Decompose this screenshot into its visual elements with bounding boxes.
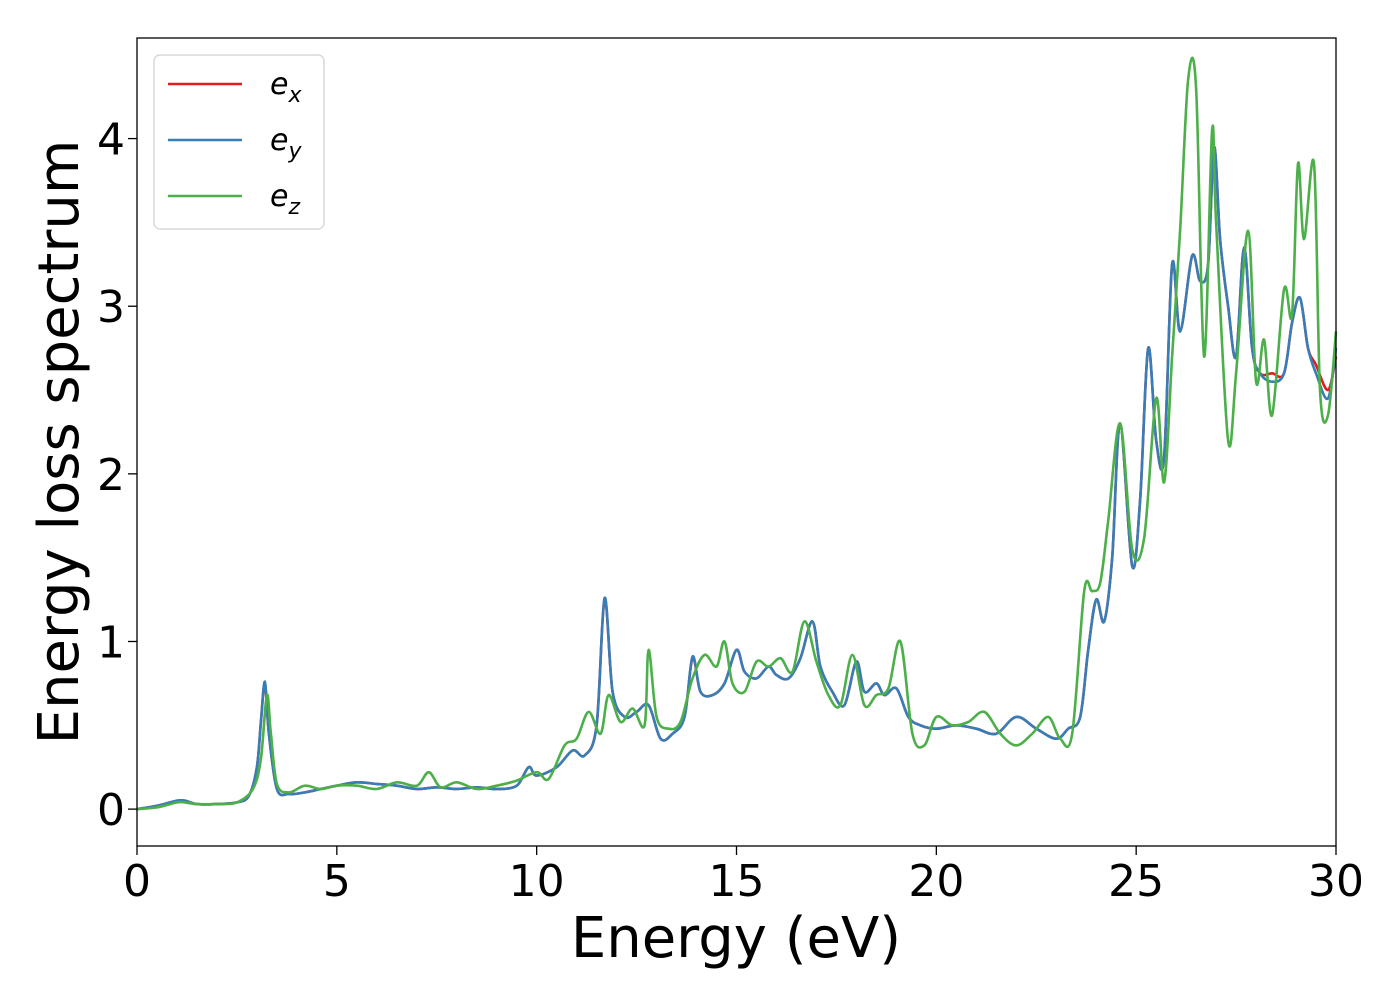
- x-tick-label: 30: [1308, 856, 1364, 907]
- legend-box: [153, 54, 325, 230]
- x-axis-title: Energy (eV): [571, 906, 901, 971]
- x-tick-label: 20: [908, 856, 964, 907]
- y-tick-label: 0: [97, 785, 125, 836]
- y-tick-label: 2: [97, 450, 125, 501]
- legend-label: ex: [270, 67, 302, 108]
- legend-label: ey: [270, 123, 302, 164]
- series-layer: [136, 56, 1338, 811]
- x-tick-label: 15: [709, 856, 765, 907]
- x-tick-label: 0: [123, 856, 151, 907]
- x-tick-label: 10: [509, 856, 565, 907]
- series-line-ey: [136, 145, 1338, 811]
- y-tick-label: 1: [97, 617, 125, 668]
- y-axis: 0 1 2 3 4: [97, 115, 137, 836]
- x-tick-label: 5: [323, 856, 351, 907]
- y-axis-title: Energy loss spectrum: [27, 140, 92, 745]
- y-tick-label: 4: [97, 115, 125, 166]
- series-line-ex: [136, 145, 1338, 811]
- x-tick-label: 25: [1108, 856, 1164, 907]
- y-tick-label: 3: [97, 282, 125, 333]
- x-axis: 0 5 10 15 20 25 30: [123, 846, 1364, 907]
- series-line-ez: [136, 56, 1338, 811]
